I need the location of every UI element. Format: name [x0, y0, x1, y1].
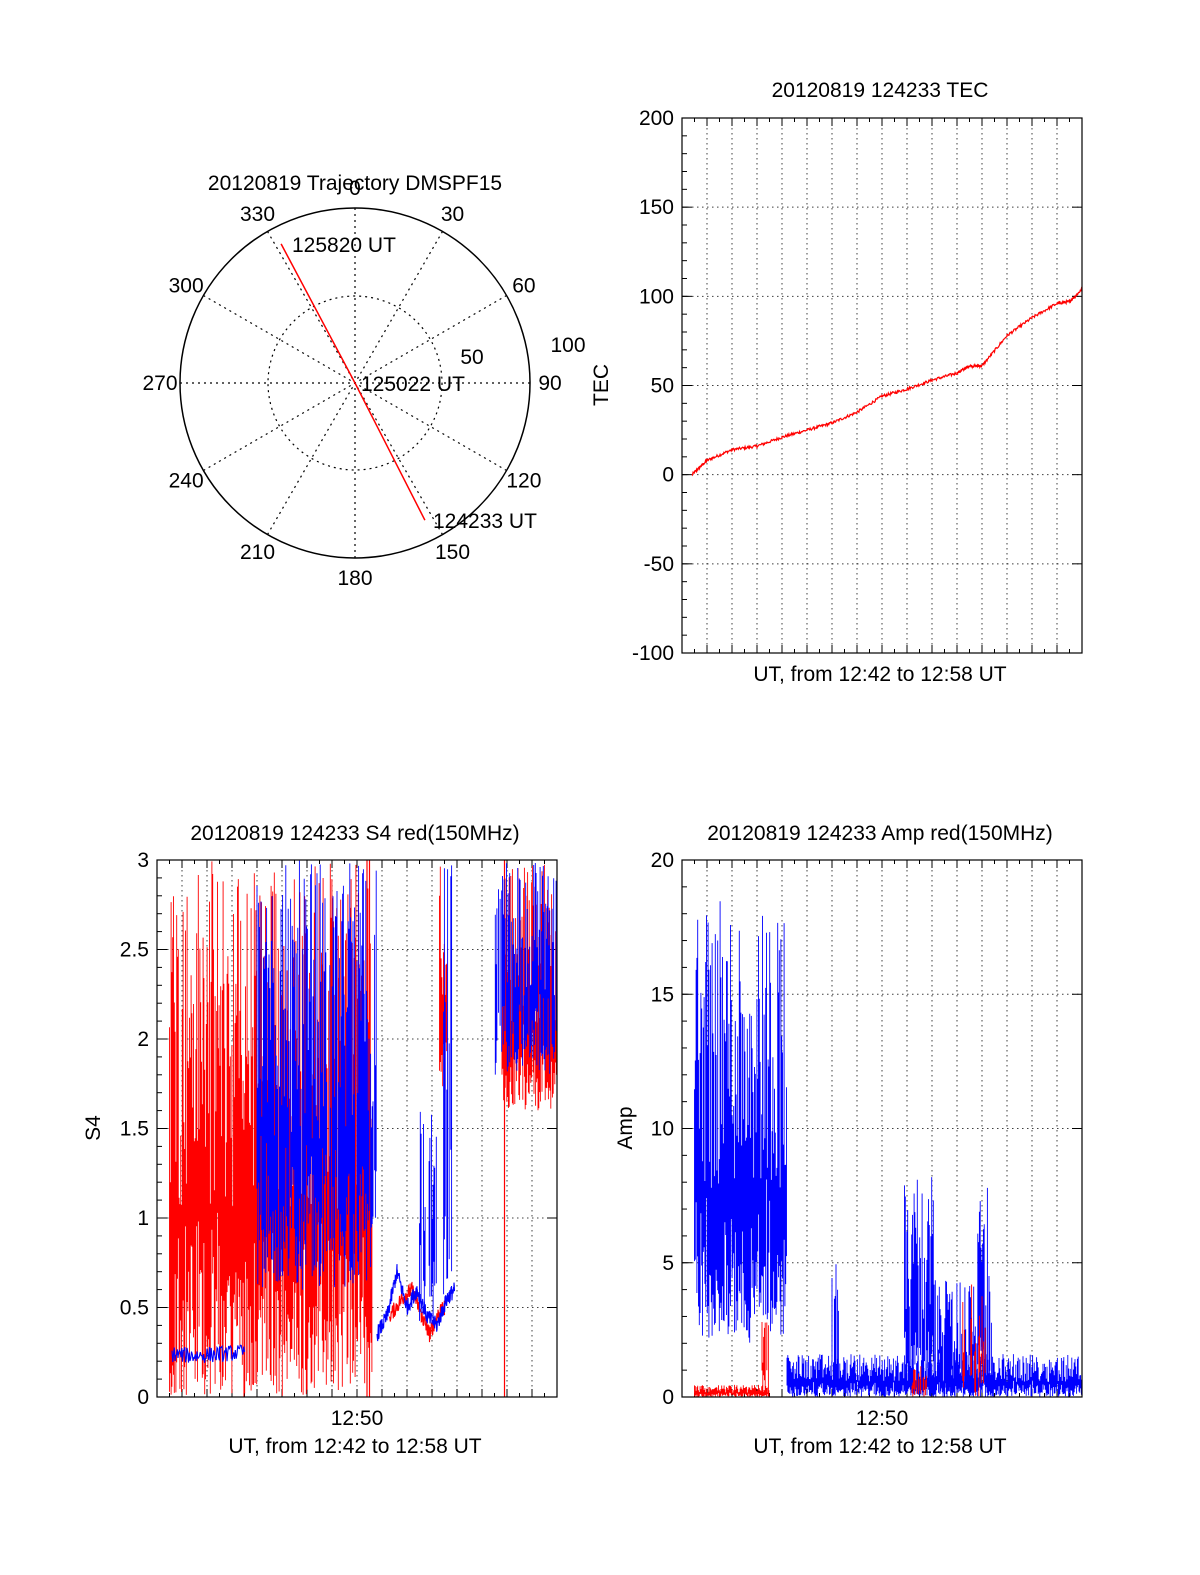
polar-angle-label: 180 — [337, 567, 372, 590]
s4-noise-band — [256, 860, 377, 1290]
amp-x-tick-label: 12:50 — [856, 1407, 909, 1430]
tec-data — [691, 286, 1083, 477]
tec-series-line — [691, 286, 1083, 477]
s4-title: 20120819 124233 S4 red(150MHz) — [190, 822, 519, 845]
amp-y-tick-label: 20 — [651, 849, 674, 872]
polar-angle-label: 90 — [538, 372, 561, 395]
amp-y-tick-label: 10 — [651, 1118, 674, 1141]
tec-y-tick-label: -100 — [632, 642, 674, 665]
polar-angle-label: 30 — [441, 203, 464, 226]
amp-y-tick-label: 0 — [662, 1386, 674, 1409]
s4-trace — [171, 1344, 246, 1363]
s4-x-tick-label: 12:50 — [331, 1407, 384, 1430]
trajectory-track — [280, 243, 426, 521]
polar-radial-label-50: 50 — [460, 346, 483, 369]
polar-angle-label: 330 — [240, 203, 275, 226]
amp-noise-band — [962, 1284, 986, 1397]
amp-x-axis-label: UT, from 12:42 to 12:58 UT — [753, 1435, 1006, 1458]
tec-title: 20120819 124233 TEC — [772, 79, 989, 102]
amp-y-tick-label: 5 — [662, 1252, 674, 1275]
polar-angle-label: 60 — [512, 275, 535, 298]
amp-noise-band — [904, 1177, 935, 1396]
trajectory-mid-time: 125022 UT — [361, 373, 465, 396]
s4-y-axis-label: S4 — [82, 1115, 105, 1141]
polar-angle-label: 270 — [142, 372, 177, 395]
tec-y-tick-label: 50 — [651, 375, 674, 398]
s4-y-tick-label: 1.5 — [120, 1118, 149, 1141]
s4-noise-band — [419, 1111, 437, 1321]
amp-data — [694, 901, 1082, 1397]
amp-noise-band — [694, 901, 787, 1343]
polar-angle-label: 150 — [435, 541, 470, 564]
amp-y-tick-labels: 0 5 10 15 20 — [651, 849, 674, 1409]
s4-y-tick-label: 3 — [137, 849, 149, 872]
tec-y-tick-label: 100 — [639, 285, 674, 308]
amp-x-tick-labels: 12:50 — [856, 1407, 909, 1430]
amp-noise-band — [761, 1322, 769, 1396]
s4-trace — [388, 1281, 446, 1343]
s4-trace — [376, 1264, 456, 1342]
polar-angle-label: 240 — [169, 470, 204, 493]
polar-angle-label: 120 — [506, 470, 541, 493]
amp-noise-band — [911, 1366, 927, 1397]
polar-radial-label-100: 100 — [550, 334, 585, 357]
s4-x-axis-label: UT, from 12:42 to 12:58 UT — [228, 1435, 481, 1458]
tec-panel: 20120819 124233 TEC -100-50050100150200 … — [590, 79, 1083, 686]
trajectory-start-time: 124233 UT — [433, 510, 537, 533]
polar-angle-label: 210 — [240, 541, 275, 564]
polar-angle-label: 300 — [169, 275, 204, 298]
trajectory-polar-plot: 20120819 Trajectory DMSPF15 0 30 60 90 120 15… — [142, 172, 585, 590]
tec-x-axis-label: UT, from 12:42 to 12:58 UT — [753, 663, 1006, 686]
tec-grid — [682, 118, 1082, 653]
tec-y-axis-label: TEC — [590, 364, 613, 406]
amp-grid — [682, 860, 1082, 1397]
tec-plot-frame — [681, 117, 1083, 654]
s4-noise-band — [494, 863, 558, 1075]
s4-x-tick-labels: 12:50 — [331, 1407, 384, 1430]
s4-y-tick-label: 2.5 — [120, 939, 149, 962]
tec-ticks — [681, 117, 1083, 654]
s4-y-tick-labels: 0 0.5 1 1.5 2 2.5 3 — [120, 849, 149, 1409]
amp-y-axis-label: Amp — [614, 1106, 637, 1149]
s4-y-tick-label: 1 — [137, 1207, 149, 1230]
amp-noise-band — [977, 1187, 992, 1392]
amp-panel: 20120819 124233 Amp red(150MHz) 0 5 10 15 20… — [614, 822, 1083, 1458]
s4-plot-frame — [156, 859, 558, 1398]
amp-noise-band — [694, 1384, 770, 1397]
tec-y-tick-labels: -100 -50 0 50 100 150 200 — [632, 107, 674, 665]
s4-panel: 20120819 124233 S4 red(150MHz) 0 0.5 1 1.5 2… — [82, 822, 558, 1458]
s4-noise-band — [443, 865, 453, 1295]
s4-y-tick-label: 0 — [137, 1386, 149, 1409]
tec-y-tick-label: 0 — [662, 464, 674, 487]
tec-y-tick-label: -50 — [644, 553, 674, 576]
polar-title: 20120819 Trajectory DMSPF15 — [208, 172, 502, 195]
s4-y-tick-label: 0.5 — [120, 1297, 149, 1320]
tec-y-tick-label: 200 — [639, 107, 674, 130]
polar-inner-ring — [267, 295, 443, 471]
amp-y-tick-label: 15 — [651, 983, 674, 1006]
trajectory-end-time: 125820 UT — [292, 234, 396, 257]
amp-noise-band — [831, 1264, 839, 1396]
s4-data — [169, 860, 558, 1397]
polar-angle-label: 0 — [349, 177, 361, 200]
polar-angle-labels: 0 30 60 90 120 150 180 210 240 270 300 330 — [142, 177, 561, 590]
s4-y-tick-label: 2 — [137, 1028, 149, 1051]
amp-plot-frame — [681, 859, 1083, 1398]
amp-title: 20120819 124233 Amp red(150MHz) — [707, 822, 1053, 845]
tec-y-tick-label: 150 — [639, 196, 674, 219]
